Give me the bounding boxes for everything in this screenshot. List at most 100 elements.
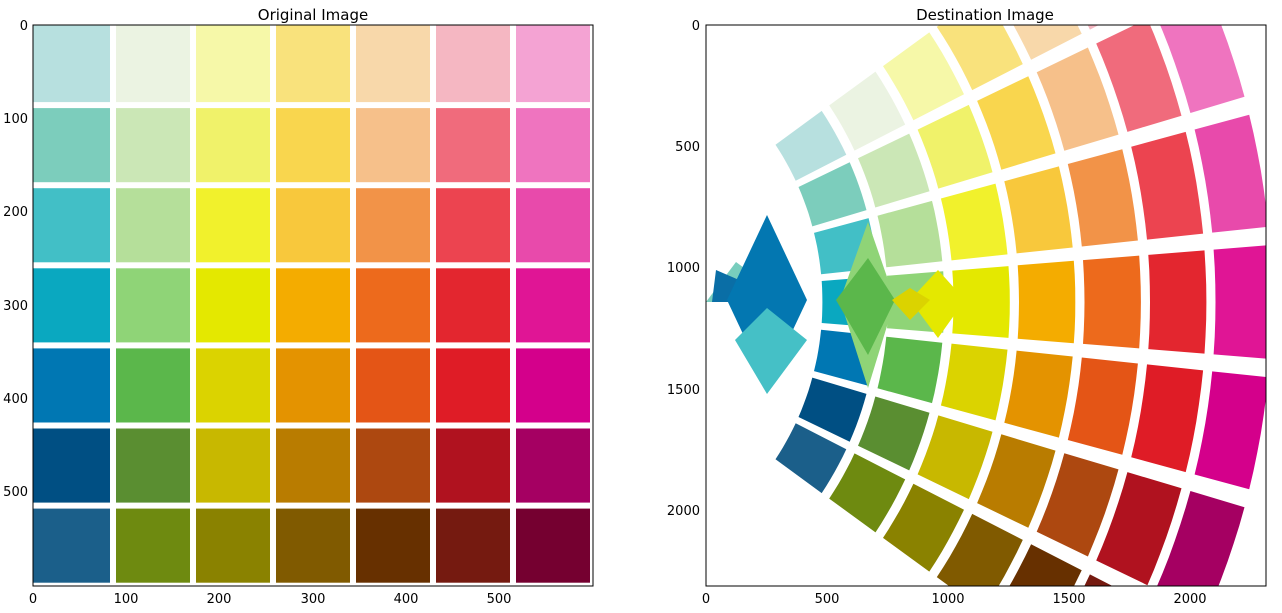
original-y-tick-label: 200: [3, 205, 28, 220]
destination-distortion-artifacts: [706, 215, 965, 394]
original-x-axis: 0 100 200 300 400 500: [29, 592, 512, 607]
color-swatch: [116, 188, 190, 263]
color-swatch: [356, 348, 430, 423]
color-swatch: [116, 25, 190, 103]
artifact-diamond: [735, 308, 807, 394]
color-swatch: [516, 268, 590, 343]
warped-color-swatch: [883, 32, 964, 121]
destination-x-tick-label: 1500: [1052, 592, 1085, 607]
color-swatch: [196, 348, 270, 423]
destination-x-tick-label: 0: [702, 592, 710, 607]
color-swatch: [196, 268, 270, 343]
warped-color-swatch: [940, 343, 1008, 421]
warped-color-swatch: [977, 76, 1056, 170]
color-swatch: [116, 268, 190, 343]
warped-color-swatch: [1131, 131, 1204, 240]
original-y-tick-label: 100: [3, 112, 28, 127]
destination-y-tick-label: 0: [692, 19, 700, 34]
destination-x-tick-label: 2000: [1173, 592, 1206, 607]
destination-x-tick-label: 500: [815, 592, 840, 607]
warped-color-swatch: [917, 415, 993, 500]
color-swatch: [356, 428, 430, 503]
warped-color-swatch: [1096, 25, 1182, 132]
warped-color-swatch: [858, 133, 930, 208]
warped-color-swatch: [1084, 574, 1113, 586]
warped-color-swatch: [1009, 544, 1082, 586]
warped-color-swatch: [1096, 472, 1182, 586]
original-x-tick-label: 400: [394, 592, 419, 607]
destination-y-tick-label: 500: [675, 140, 700, 155]
warped-color-swatch: [877, 336, 943, 404]
color-swatch: [436, 25, 510, 103]
artifact-diamond: [910, 270, 965, 338]
color-swatch: [116, 108, 190, 183]
original-swatch-grid: [33, 25, 590, 583]
destination-y-axis: 0 500 1000 1500 2000: [667, 19, 700, 519]
artifact-diamond: [836, 258, 895, 355]
color-swatch: [33, 428, 110, 503]
warped-color-swatch: [798, 377, 867, 442]
color-swatch: [33, 268, 110, 343]
warped-color-swatch: [1004, 166, 1073, 254]
warped-color-swatch: [1131, 364, 1204, 473]
color-swatch: [436, 428, 510, 503]
warped-color-swatch: [1036, 47, 1119, 151]
warped-color-swatch: [1013, 25, 1082, 60]
color-swatch: [436, 348, 510, 423]
original-y-tick-label: 0: [20, 19, 28, 34]
warped-color-swatch: [1036, 453, 1119, 557]
color-swatch: [356, 188, 430, 263]
color-swatch: [516, 428, 590, 503]
color-swatch: [196, 428, 270, 503]
warped-color-swatch: [1194, 371, 1266, 490]
original-x-tick-label: 500: [487, 592, 512, 607]
original-y-axis: 0 100 200 300 400 500: [3, 19, 28, 500]
destination-x-axis: 0 500 1000 1500 2000: [702, 592, 1207, 607]
color-swatch: [276, 348, 350, 423]
color-swatch: [276, 108, 350, 183]
warped-color-swatch: [977, 434, 1056, 528]
warped-color-swatch: [829, 71, 906, 151]
color-swatch: [516, 25, 590, 103]
color-swatch: [276, 268, 350, 343]
color-swatch: [116, 428, 190, 503]
color-swatch: [276, 428, 350, 503]
color-swatch: [116, 348, 190, 423]
color-swatch: [196, 108, 270, 183]
warped-color-swatch: [1148, 250, 1207, 354]
destination-x-tick-label: 1000: [931, 592, 964, 607]
original-y-tick-label: 400: [3, 392, 28, 407]
destination-image-frame: [705, 24, 1267, 587]
original-image-frame: [32, 24, 594, 587]
destination-y-tick-label: 1000: [667, 261, 700, 276]
warped-color-swatch: [936, 25, 1023, 91]
warped-color-swatch: [917, 104, 993, 189]
color-swatch: [116, 508, 190, 583]
warped-color-swatch: [877, 200, 943, 268]
color-swatch: [436, 508, 510, 583]
original-x-tick-label: 0: [29, 592, 37, 607]
original-y-tick-label: 300: [3, 299, 28, 314]
warped-color-swatch: [829, 453, 906, 533]
color-swatch: [33, 25, 110, 103]
color-swatch: [33, 508, 110, 583]
original-y-tick-label: 500: [3, 485, 28, 500]
original-image-panel: Original Image 0 100 200 300 400 500 0 1…: [3, 6, 594, 607]
color-swatch: [196, 188, 270, 263]
warped-color-swatch: [1213, 245, 1266, 359]
destination-y-tick-label: 1500: [667, 383, 700, 398]
color-swatch: [516, 348, 590, 423]
warped-color-swatch: [883, 483, 964, 572]
color-swatch: [276, 508, 350, 583]
color-swatch: [33, 108, 110, 183]
warped-color-swatch: [775, 110, 847, 181]
color-swatch: [436, 268, 510, 343]
color-swatch: [356, 108, 430, 183]
warped-color-swatch: [1004, 350, 1073, 438]
artifact-diamond: [892, 288, 930, 320]
color-swatch: [196, 508, 270, 583]
color-swatch: [516, 188, 590, 263]
color-swatch: [436, 108, 510, 183]
warped-color-swatch: [1194, 114, 1266, 233]
